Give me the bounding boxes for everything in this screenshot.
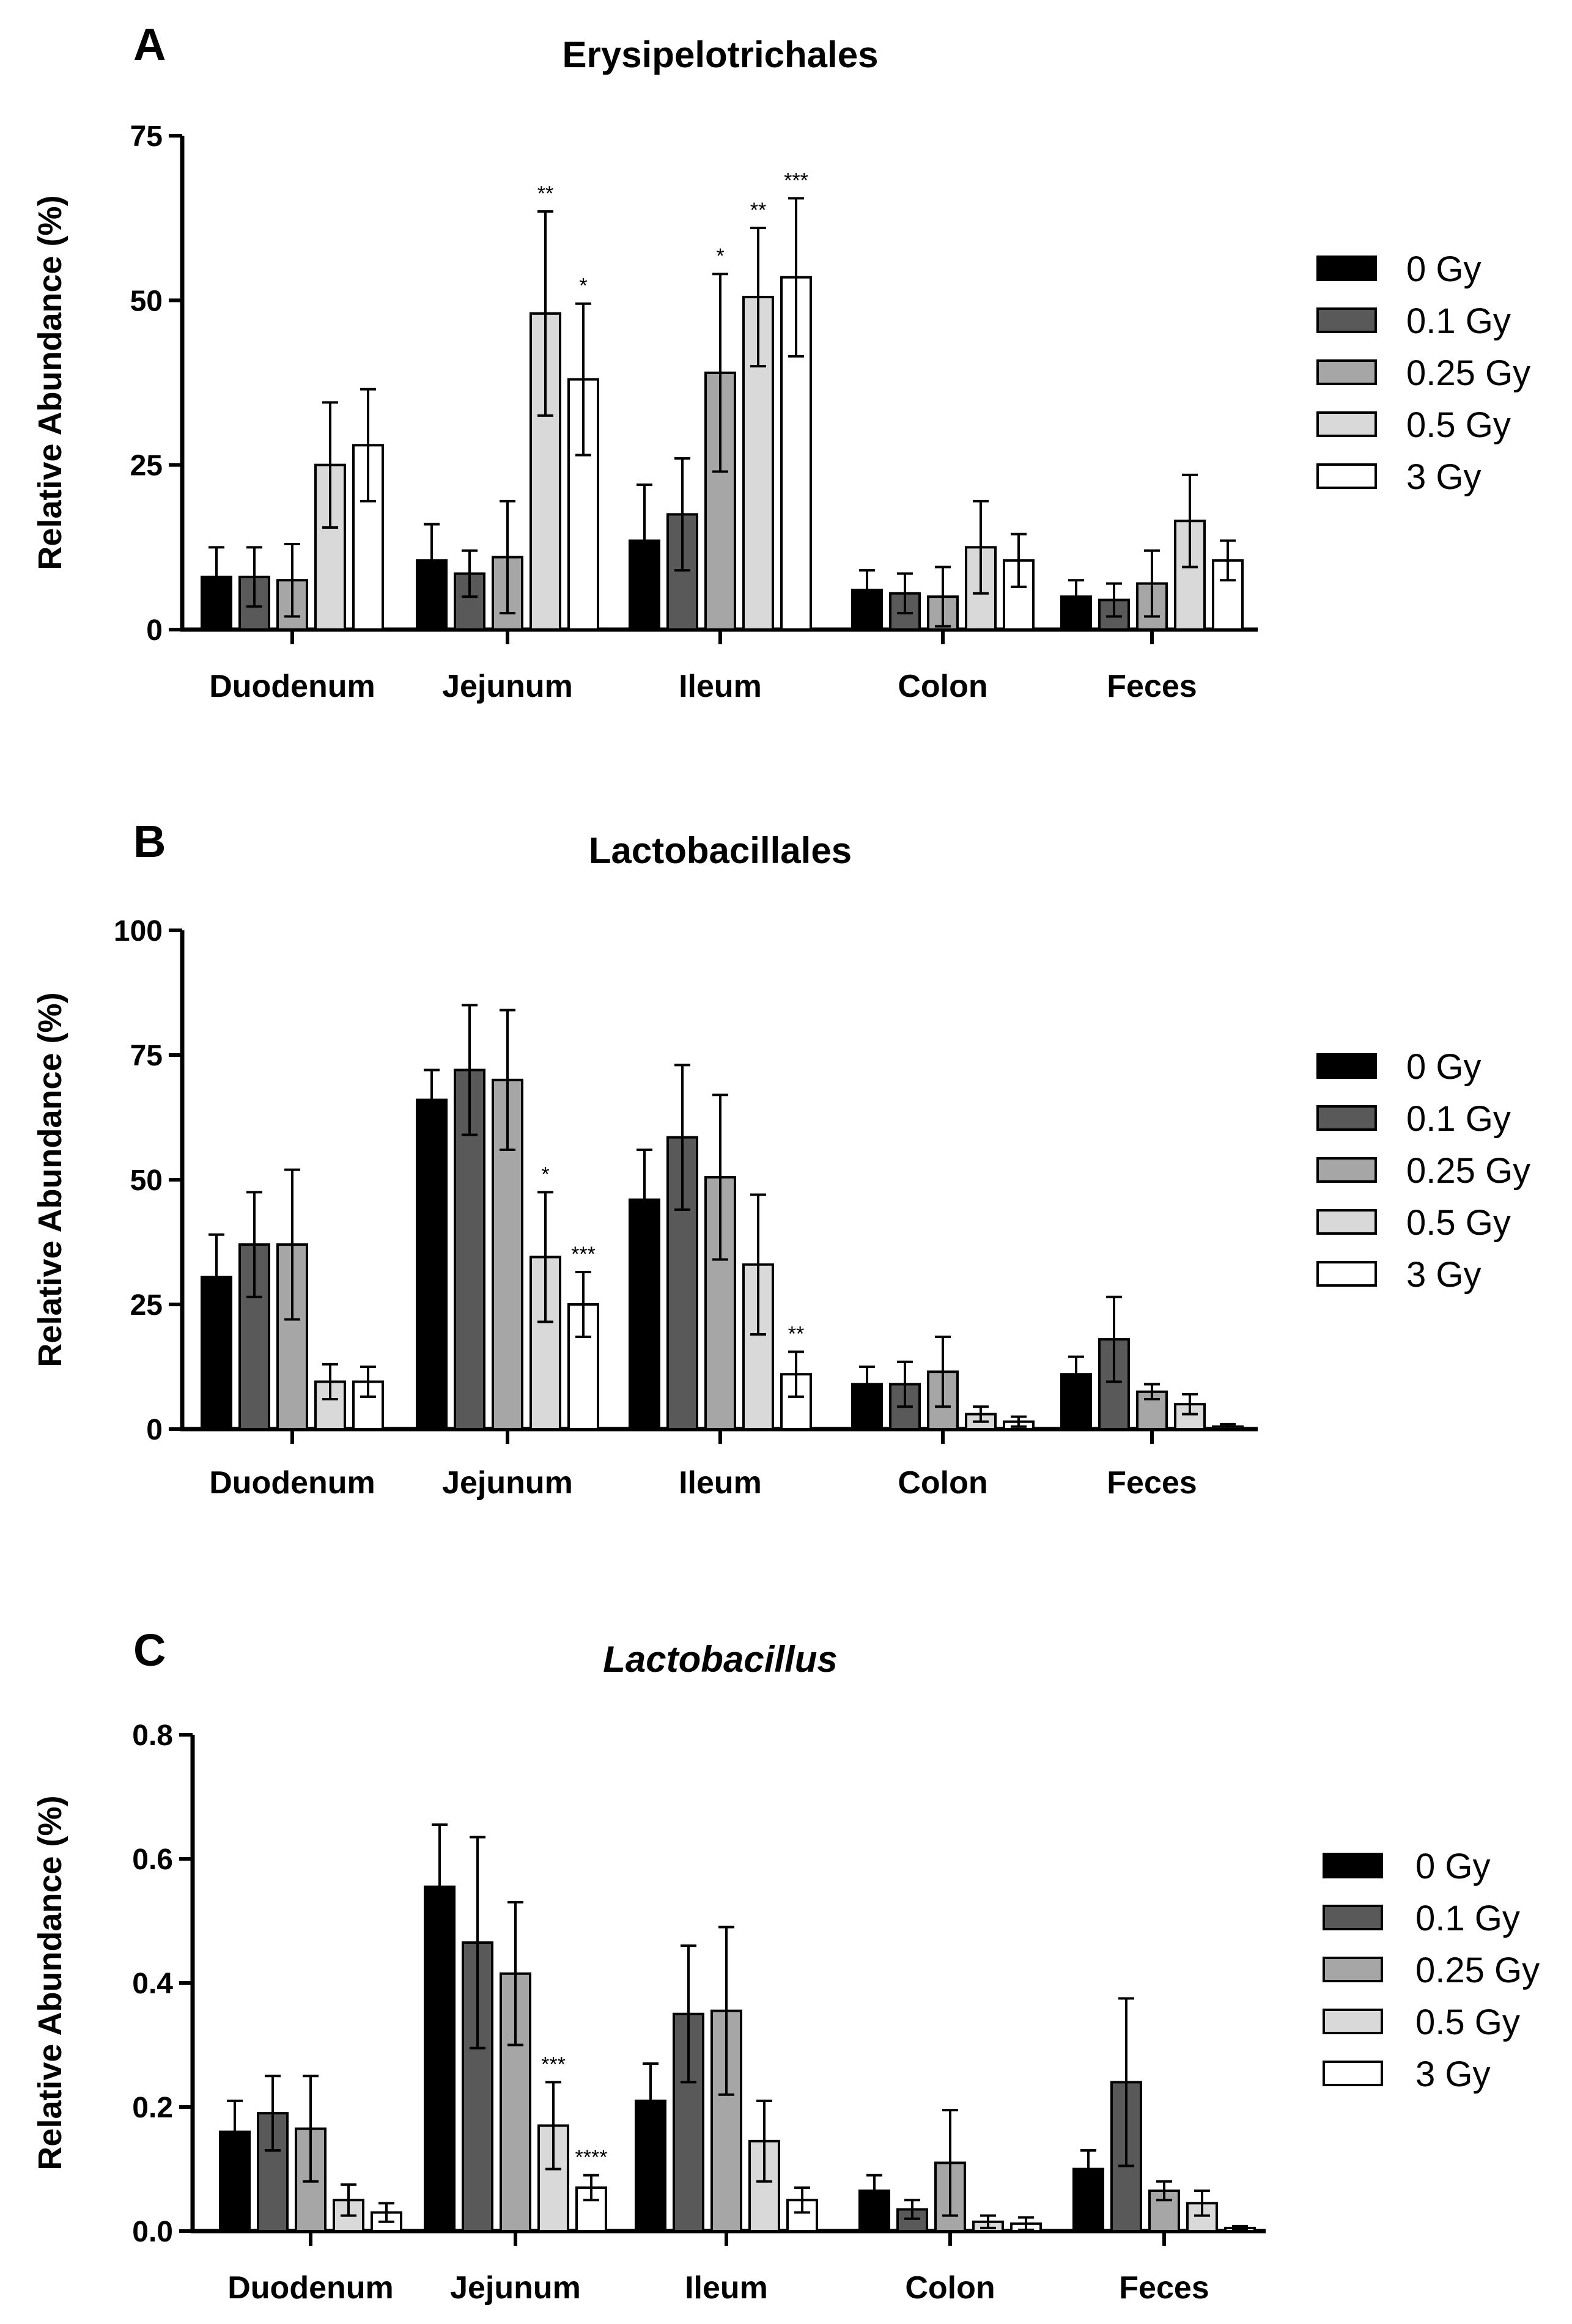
legend-swatch [1323,1957,1383,1982]
y-axis-label: Relative Abundance (%) [32,1795,68,2170]
x-tick-label: Ileum [679,1465,762,1501]
significance-label: ** [537,182,553,205]
x-tick-label: Jejunum [442,1465,573,1501]
y-tick-label: 75 [130,120,163,153]
significance-label: * [579,274,587,298]
y-tick-label: 0.6 [132,1844,173,1876]
chart-panel-a: A Erysipelotrichales Relative Abundance (%… [32,19,1530,704]
x-tick-label: Duodenum [227,2270,394,2306]
legend-swatch [1316,1105,1377,1131]
significance-label: ** [750,199,766,222]
legend-label: 0.1 Gy [1415,1899,1520,1938]
significance-label: * [541,1163,549,1186]
x-tick-label: Jejunum [442,669,573,704]
legend-label: 0.1 Gy [1406,301,1511,341]
chart-panel-c: C Lactobacillus Relative Abundance (%) 0.0 0… [32,1625,1540,2306]
y-tick-label: 0.2 [132,2092,173,2124]
x-tick-label: Feces [1119,2270,1209,2306]
legend-label: 0 Gy [1406,1047,1482,1087]
legend-swatch [1316,1209,1377,1235]
legend-swatch [1316,463,1377,489]
legend-swatch [1316,256,1377,281]
legend-swatch [1316,1157,1377,1183]
bar [780,1373,812,1430]
y-tick-label: 50 [130,285,163,317]
bar [1136,1390,1168,1431]
y-tick-label: 75 [130,1040,163,1072]
y-axis-label: Relative Abundance (%) [32,195,68,570]
x-tick-label: Jejunum [450,2270,581,2306]
legend-swatch [1316,411,1377,437]
legend-label: 0 Gy [1406,249,1482,289]
chart-title: Erysipelotrichales [563,34,879,75]
legend-label: 0 Gy [1415,1847,1491,1886]
x-tick-label: Feces [1107,669,1197,704]
y-tick-label: 0.0 [132,2216,173,2248]
legend-swatch [1316,359,1377,385]
y-axis-label: Relative Abundance (%) [32,992,68,1367]
bar [1072,2168,1104,2232]
legend-label: 3 Gy [1415,2054,1491,2094]
panel-letter: A [133,19,166,70]
significance-label: *** [541,2053,566,2076]
significance-label: ** [788,1323,804,1346]
legend-label: 0.5 Gy [1415,2002,1520,2042]
significance-label: * [716,245,724,268]
legend-label: 3 Gy [1406,1255,1482,1295]
legend-label: 3 Gy [1406,457,1482,497]
legend-swatch [1316,1053,1377,1079]
bar [567,378,599,631]
legend-swatch [1316,307,1377,333]
y-tick-label: 0 [146,614,163,647]
x-tick-label: Colon [898,669,987,704]
y-tick-label: 0.4 [132,1968,173,2000]
legend-label: 0.25 Gy [1415,1951,1540,1990]
y-tick-label: 50 [130,1164,163,1197]
legend-swatch [1323,2009,1383,2034]
legend-label: 0.25 Gy [1406,1151,1530,1191]
panel-letter: C [133,1625,166,1675]
legend-swatch [1316,1261,1377,1287]
y-tick-label: 0.8 [132,1719,173,1752]
significance-label: **** [575,2146,608,2169]
y-tick-label: 25 [130,1289,163,1322]
y-tick-label: 100 [114,915,163,947]
significance-label: *** [571,1243,596,1266]
chart-title: Lactobacillus [603,1639,837,1680]
legend-label: 0.25 Gy [1406,353,1530,393]
bar [416,1098,448,1430]
legend-label: 0.5 Gy [1406,1203,1511,1243]
legend-label: 0.5 Gy [1406,405,1511,445]
panel-letter: B [133,816,166,867]
significance-label: *** [784,169,808,192]
y-tick-label: 25 [130,450,163,482]
legend-swatch [1323,1853,1383,1878]
x-tick-label: Duodenum [209,669,375,704]
legend-swatch [1323,2061,1383,2086]
legend-label: 0.1 Gy [1406,1099,1511,1139]
bar [537,2124,569,2232]
x-tick-label: Duodenum [209,1465,375,1501]
chart-title: Lactobacillales [589,830,852,871]
x-tick-label: Colon [898,1465,987,1501]
x-tick-label: Ileum [679,669,762,704]
x-tick-label: Ileum [685,2270,768,2306]
y-tick-label: 0 [146,1414,163,1446]
chart-panel-b: B Lactobacillales Relative Abundance (%) 0 2… [32,816,1530,1501]
x-tick-label: Colon [905,2270,995,2306]
x-tick-label: Feces [1107,1465,1197,1501]
legend-swatch [1323,1905,1383,1930]
